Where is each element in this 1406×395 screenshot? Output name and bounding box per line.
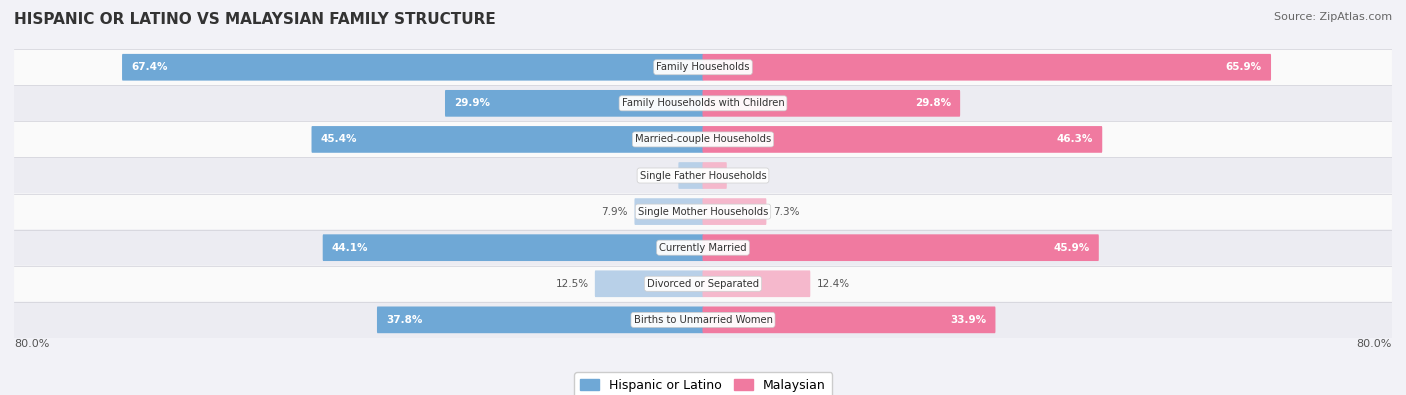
Text: 2.7%: 2.7% bbox=[733, 171, 759, 181]
Text: 7.9%: 7.9% bbox=[602, 207, 628, 216]
FancyBboxPatch shape bbox=[122, 54, 703, 81]
Text: 45.4%: 45.4% bbox=[321, 134, 357, 145]
FancyBboxPatch shape bbox=[703, 271, 810, 297]
FancyBboxPatch shape bbox=[14, 229, 1392, 266]
Text: 80.0%: 80.0% bbox=[1357, 339, 1392, 349]
FancyBboxPatch shape bbox=[323, 234, 703, 261]
Text: Family Households: Family Households bbox=[657, 62, 749, 72]
FancyBboxPatch shape bbox=[703, 54, 1271, 81]
Text: 2.8%: 2.8% bbox=[645, 171, 672, 181]
FancyBboxPatch shape bbox=[678, 162, 703, 189]
FancyBboxPatch shape bbox=[703, 198, 766, 225]
Text: Family Households with Children: Family Households with Children bbox=[621, 98, 785, 108]
Text: Births to Unmarried Women: Births to Unmarried Women bbox=[634, 315, 772, 325]
Text: 44.1%: 44.1% bbox=[332, 243, 368, 253]
Text: 46.3%: 46.3% bbox=[1057, 134, 1092, 145]
FancyBboxPatch shape bbox=[377, 307, 703, 333]
FancyBboxPatch shape bbox=[634, 198, 703, 225]
Text: 67.4%: 67.4% bbox=[131, 62, 167, 72]
Text: Single Mother Households: Single Mother Households bbox=[638, 207, 768, 216]
Text: 33.9%: 33.9% bbox=[950, 315, 987, 325]
FancyBboxPatch shape bbox=[14, 194, 1392, 229]
FancyBboxPatch shape bbox=[703, 126, 1102, 153]
Text: 12.4%: 12.4% bbox=[817, 279, 849, 289]
Text: HISPANIC OR LATINO VS MALAYSIAN FAMILY STRUCTURE: HISPANIC OR LATINO VS MALAYSIAN FAMILY S… bbox=[14, 12, 496, 27]
Text: 29.8%: 29.8% bbox=[915, 98, 950, 108]
FancyBboxPatch shape bbox=[14, 266, 1392, 302]
FancyBboxPatch shape bbox=[14, 158, 1392, 194]
Text: 29.9%: 29.9% bbox=[454, 98, 491, 108]
Text: 37.8%: 37.8% bbox=[387, 315, 422, 325]
FancyBboxPatch shape bbox=[312, 126, 703, 153]
Text: 80.0%: 80.0% bbox=[14, 339, 49, 349]
FancyBboxPatch shape bbox=[444, 90, 703, 117]
Text: 45.9%: 45.9% bbox=[1053, 243, 1090, 253]
FancyBboxPatch shape bbox=[14, 49, 1392, 85]
Text: Divorced or Separated: Divorced or Separated bbox=[647, 279, 759, 289]
FancyBboxPatch shape bbox=[703, 234, 1099, 261]
Text: Single Father Households: Single Father Households bbox=[640, 171, 766, 181]
Text: 65.9%: 65.9% bbox=[1226, 62, 1263, 72]
FancyBboxPatch shape bbox=[14, 85, 1392, 121]
Text: 12.5%: 12.5% bbox=[555, 279, 589, 289]
FancyBboxPatch shape bbox=[703, 90, 960, 117]
Text: Married-couple Households: Married-couple Households bbox=[636, 134, 770, 145]
FancyBboxPatch shape bbox=[703, 307, 995, 333]
Text: 7.3%: 7.3% bbox=[773, 207, 799, 216]
FancyBboxPatch shape bbox=[14, 302, 1392, 338]
Text: Currently Married: Currently Married bbox=[659, 243, 747, 253]
FancyBboxPatch shape bbox=[703, 162, 727, 189]
Legend: Hispanic or Latino, Malaysian: Hispanic or Latino, Malaysian bbox=[574, 372, 832, 395]
FancyBboxPatch shape bbox=[14, 121, 1392, 158]
Text: Source: ZipAtlas.com: Source: ZipAtlas.com bbox=[1274, 12, 1392, 22]
FancyBboxPatch shape bbox=[595, 271, 703, 297]
